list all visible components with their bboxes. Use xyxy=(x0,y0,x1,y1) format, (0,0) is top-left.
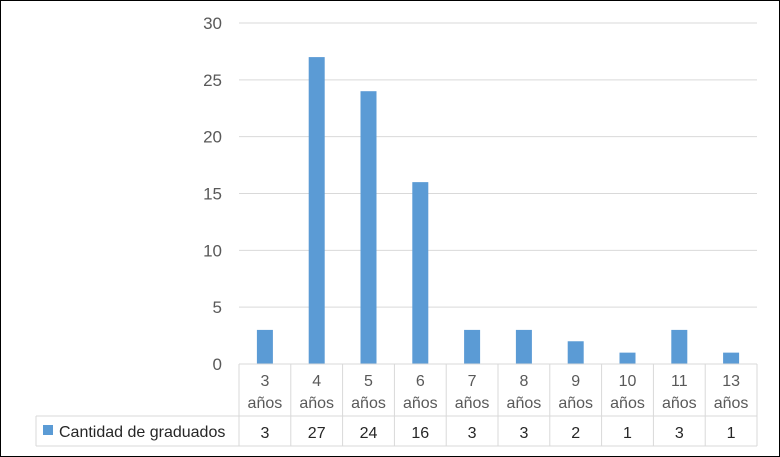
y-tick-label: 0 xyxy=(213,355,222,374)
x-tick-label: 9 xyxy=(571,373,580,390)
legend-label: Cantidad de graduados xyxy=(59,424,225,441)
x-tick-label-unit: años xyxy=(248,395,283,412)
y-tick-label: 25 xyxy=(203,71,222,90)
y-axis: 0 5 10 15 20 25 30 xyxy=(203,14,222,374)
data-table-value: 1 xyxy=(623,425,632,442)
x-tick-label-unit: años xyxy=(662,395,697,412)
x-tick-label: 13 xyxy=(722,373,740,390)
bars xyxy=(256,57,740,364)
x-tick-label-unit: años xyxy=(403,395,438,412)
y-tick-label: 15 xyxy=(203,185,222,204)
data-table-value: 24 xyxy=(360,425,378,442)
data-table-value: 3 xyxy=(519,425,528,442)
data-table-value: 3 xyxy=(260,425,269,442)
bar xyxy=(464,329,481,364)
x-tick-label: 3 xyxy=(260,373,269,390)
data-table-value: 27 xyxy=(308,425,326,442)
bar xyxy=(723,352,740,364)
x-tick-label-unit: años xyxy=(507,395,542,412)
bar xyxy=(256,329,273,364)
x-tick-label: 8 xyxy=(519,373,528,390)
data-table-value: 16 xyxy=(411,425,429,442)
x-tick-label: 7 xyxy=(468,373,477,390)
y-tick-label: 30 xyxy=(203,14,222,33)
data-table: 3 años 4 años 5 años 6 años 7 años 8 años 9 años 10 año… xyxy=(35,363,758,447)
gridlines xyxy=(239,22,757,308)
x-tick-label-unit: años xyxy=(299,395,334,412)
y-tick-label: 5 xyxy=(213,298,222,317)
x-tick-label: 5 xyxy=(364,373,373,390)
legend-key xyxy=(43,425,53,435)
y-tick-label: 10 xyxy=(203,241,222,260)
x-tick-label-unit: años xyxy=(455,395,490,412)
x-tick-label: 4 xyxy=(312,373,321,390)
x-tick-label-unit: años xyxy=(351,395,386,412)
bar xyxy=(619,352,636,364)
x-tick-label-unit: años xyxy=(714,395,749,412)
x-tick-label-unit: años xyxy=(610,395,645,412)
data-table-value: 1 xyxy=(727,425,736,442)
data-table-value: 3 xyxy=(468,425,477,442)
data-table-value: 3 xyxy=(675,425,684,442)
x-tick-label: 10 xyxy=(619,373,637,390)
bar xyxy=(567,341,584,364)
bar xyxy=(515,329,532,364)
x-tick-label: 6 xyxy=(416,373,425,390)
x-tick-label-unit: años xyxy=(558,395,593,412)
bar xyxy=(360,91,377,364)
bar xyxy=(412,182,429,364)
bar xyxy=(671,329,688,364)
x-tick-label: 11 xyxy=(671,373,688,390)
data-table-value: 2 xyxy=(571,425,580,442)
bar xyxy=(308,57,325,364)
y-tick-label: 20 xyxy=(203,128,222,147)
